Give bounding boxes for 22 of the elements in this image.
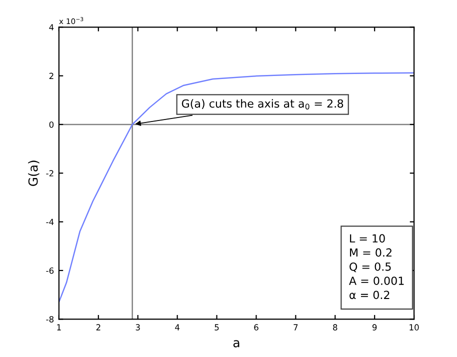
x-tick-label: 8 [333,324,338,330]
y-tick-label: -4 [46,218,54,225]
annotation: G(a) cuts the axis at a$_{0}$ = 2.8 [182,99,344,110]
x-tick-label: 5 [214,324,219,330]
x-tick-label: 9 [372,324,377,330]
x-tick-label: 6 [254,324,258,330]
x-tick-label: 2 [96,324,100,330]
y-tick-label: 0 [49,121,54,128]
annotation: L = 10 M = 0.2 Q = 0.5 A = 0.001 α = 0.2 [349,234,404,300]
y-tick-label: -8 [46,316,54,322]
y-axis-title: G(a) [28,160,40,186]
y-tick-label: 4 [49,24,54,30]
x-tick-label: 3 [136,324,140,330]
x-axis-title: a [233,340,240,348]
x-tick-label: 7 [294,324,298,330]
y-tick-label: 2 [49,72,54,79]
line-series [58,72,414,303]
x-tick-label: 1 [57,324,61,330]
y-tick-label: -2 [46,170,54,176]
y-tick-label: -6 [46,267,54,274]
x-tick-label: 10 [410,324,419,330]
x-tick-label: 4 [175,324,180,330]
